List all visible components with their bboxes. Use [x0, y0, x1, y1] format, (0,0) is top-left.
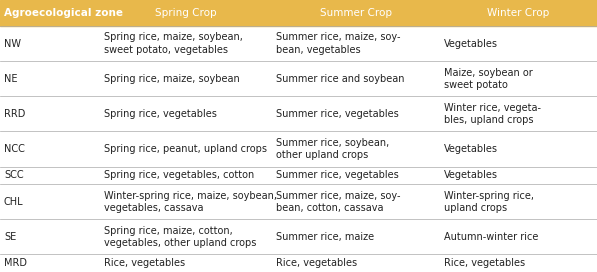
- Bar: [0, 254, 597, 272]
- Text: Spring Crop: Spring Crop: [155, 8, 217, 18]
- Text: NW: NW: [4, 39, 21, 49]
- Text: Spring rice, vegetables: Spring rice, vegetables: [104, 109, 217, 119]
- Bar: [0, 0, 597, 26]
- Text: NCC: NCC: [4, 144, 25, 154]
- Text: RRD: RRD: [4, 109, 26, 119]
- Text: Rice, vegetables: Rice, vegetables: [444, 258, 525, 268]
- Text: Winter-spring rice,
upland crops: Winter-spring rice, upland crops: [444, 190, 534, 213]
- Bar: [0, 96, 597, 131]
- Text: CHL: CHL: [4, 197, 24, 207]
- Text: SCC: SCC: [4, 170, 24, 180]
- Text: Spring rice, vegetables, cotton: Spring rice, vegetables, cotton: [104, 170, 254, 180]
- Text: Winter rice, vegeta-
bles, upland crops: Winter rice, vegeta- bles, upland crops: [444, 103, 541, 125]
- Text: Spring rice, peanut, upland crops: Spring rice, peanut, upland crops: [104, 144, 267, 154]
- Text: Summer rice, maize, soy-
bean, cotton, cassava: Summer rice, maize, soy- bean, cotton, c…: [276, 190, 401, 213]
- Text: MRD: MRD: [4, 258, 27, 268]
- Bar: [0, 61, 597, 96]
- Bar: [0, 184, 597, 219]
- Text: Maize, soybean or
sweet potato: Maize, soybean or sweet potato: [444, 67, 533, 90]
- Text: Winter Crop: Winter Crop: [487, 8, 550, 18]
- Text: NE: NE: [4, 74, 17, 84]
- Text: Summer rice, vegetables: Summer rice, vegetables: [276, 170, 399, 180]
- Text: Rice, vegetables: Rice, vegetables: [104, 258, 185, 268]
- Text: Winter-spring rice, maize, soybean,
vegetables, cassava: Winter-spring rice, maize, soybean, vege…: [104, 190, 277, 213]
- Bar: [0, 26, 597, 61]
- Text: Summer rice, maize, soy-
bean, vegetables: Summer rice, maize, soy- bean, vegetable…: [276, 32, 401, 55]
- Text: Spring rice, maize, soybean: Spring rice, maize, soybean: [104, 74, 240, 84]
- Text: Rice, vegetables: Rice, vegetables: [276, 258, 357, 268]
- Text: Summer rice, soybean,
other upland crops: Summer rice, soybean, other upland crops: [276, 138, 389, 160]
- Text: Spring rice, maize, soybean,
sweet potato, vegetables: Spring rice, maize, soybean, sweet potat…: [104, 32, 243, 55]
- Bar: [0, 219, 597, 254]
- Text: Autumn-winter rice: Autumn-winter rice: [444, 232, 538, 242]
- Bar: [0, 131, 597, 166]
- Text: Vegetables: Vegetables: [444, 170, 498, 180]
- Text: SE: SE: [4, 232, 16, 242]
- Text: Vegetables: Vegetables: [444, 144, 498, 154]
- Text: Summer rice, maize: Summer rice, maize: [276, 232, 374, 242]
- Text: Spring rice, maize, cotton,
vegetables, other upland crops: Spring rice, maize, cotton, vegetables, …: [104, 226, 256, 248]
- Text: Summer rice and soybean: Summer rice and soybean: [276, 74, 405, 84]
- Text: Vegetables: Vegetables: [444, 39, 498, 49]
- Text: Summer rice, vegetables: Summer rice, vegetables: [276, 109, 399, 119]
- Bar: [0, 166, 597, 184]
- Text: Agroecological zone: Agroecological zone: [4, 8, 123, 18]
- Text: Summer Crop: Summer Crop: [320, 8, 392, 18]
